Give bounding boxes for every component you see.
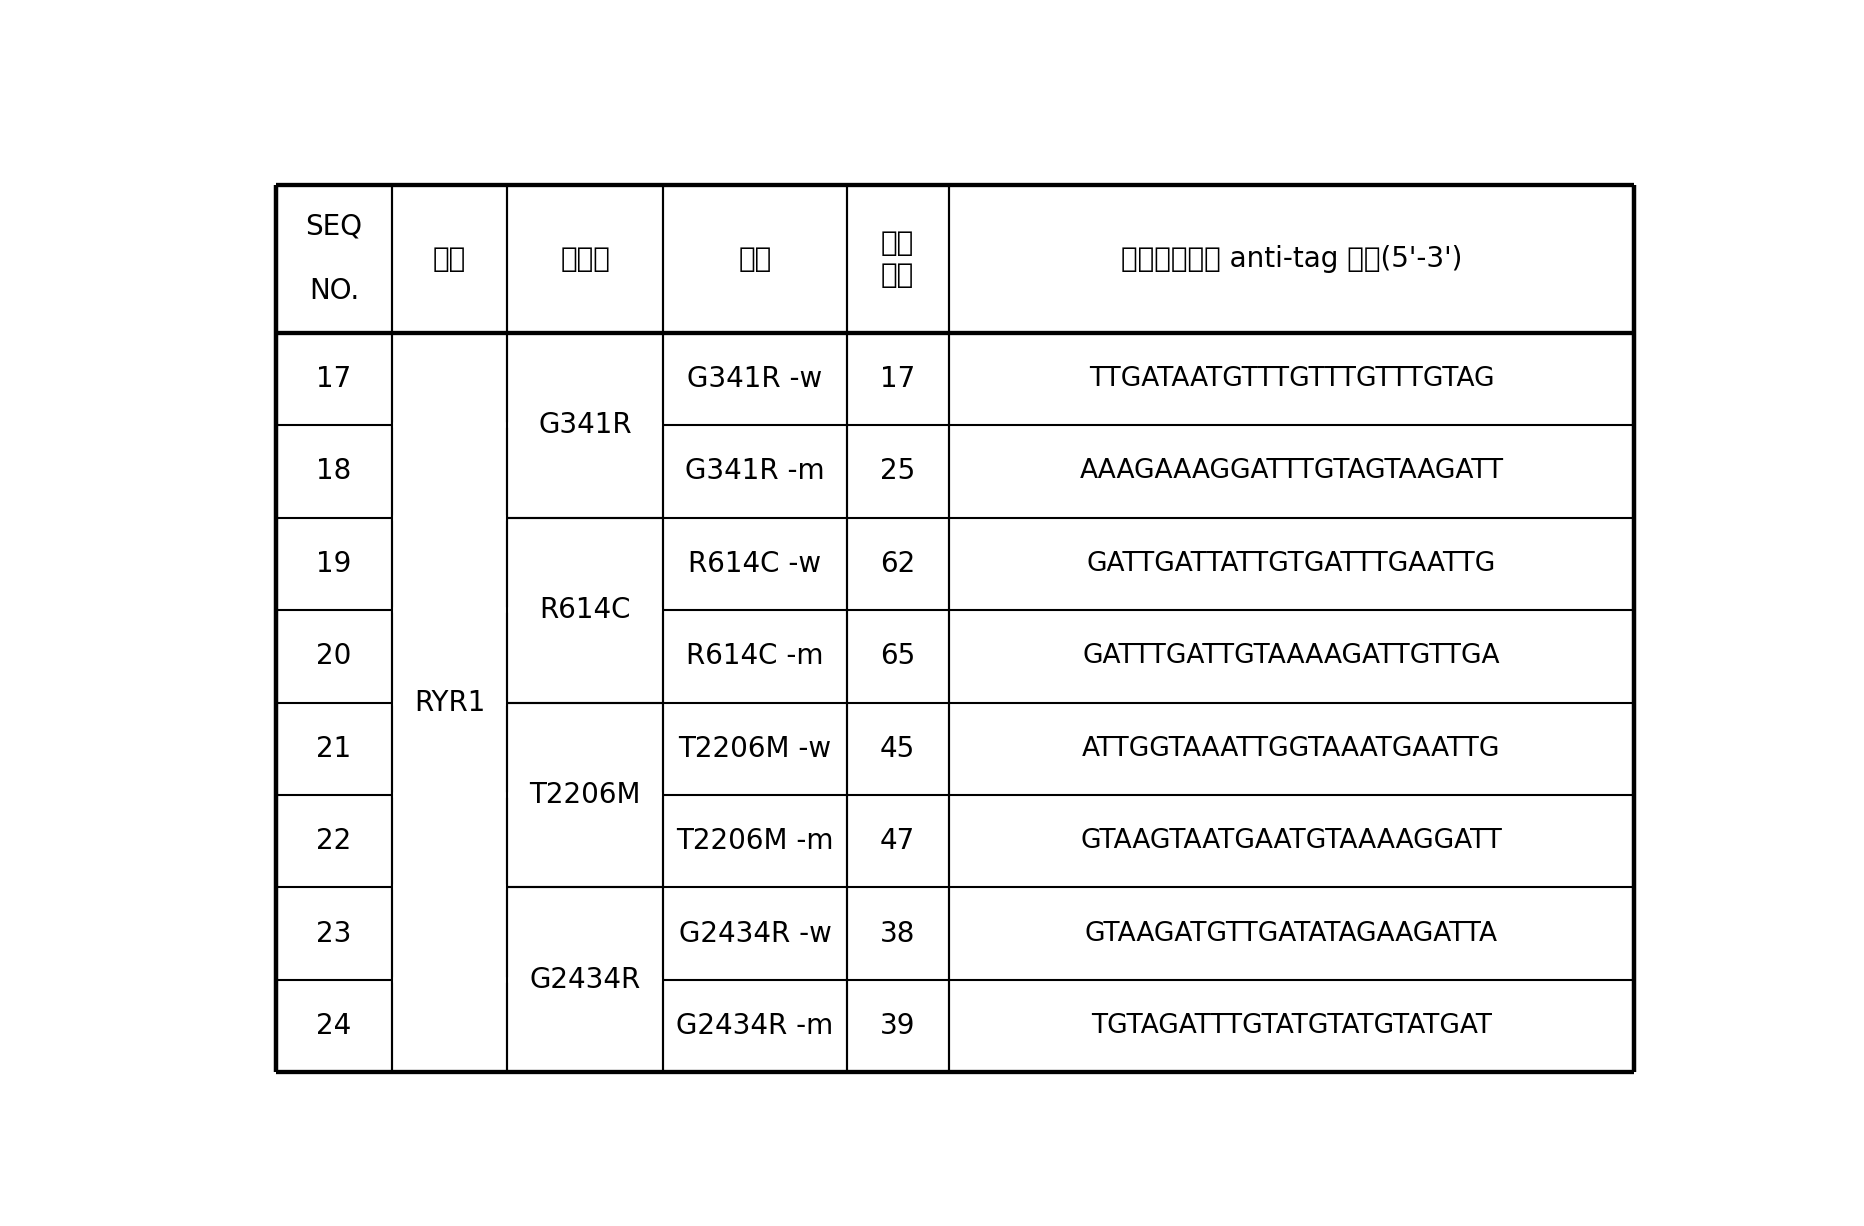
Text: R614C -m: R614C -m [686, 642, 824, 671]
Text: 39: 39 [880, 1011, 915, 1040]
Text: 47: 47 [880, 828, 915, 856]
Text: 21: 21 [317, 734, 352, 763]
Text: AAAGAAAGGATTTGTAGTAAGATT: AAAGAAAGGATTTGTAGTAAGATT [1079, 459, 1504, 484]
Text: 微球上对应的 anti-tag 序列(5'-3'): 微球上对应的 anti-tag 序列(5'-3') [1120, 245, 1461, 273]
Text: R614C -w: R614C -w [688, 550, 822, 577]
Text: 23: 23 [317, 920, 352, 948]
Text: SEQ

NO.: SEQ NO. [306, 212, 363, 305]
Text: ATTGGTAAATTGGTAAATGAATTG: ATTGGTAAATTGGTAAATGAATTG [1083, 736, 1501, 761]
Text: 微球
编号: 微球 编号 [882, 228, 913, 289]
Text: R614C: R614C [539, 596, 632, 624]
Text: GATTTGATTGTAAAAGATTGTTGA: GATTTGATTGTAAAAGATTGTTGA [1083, 644, 1501, 669]
Text: G341R -w: G341R -w [688, 365, 822, 394]
Text: G2434R: G2434R [529, 966, 641, 994]
Text: 基因: 基因 [432, 245, 466, 273]
Text: TGTAGATTTGTATGTATGTATGAT: TGTAGATTTGTATGTATGTATGAT [1090, 1013, 1491, 1040]
Text: GTAAGATGTTGATATAGAAGATTA: GTAAGATGTTGATATAGAAGATTA [1085, 921, 1499, 946]
Text: G2434R -w: G2434R -w [678, 920, 831, 948]
Text: 类型: 类型 [738, 245, 772, 273]
Text: 45: 45 [880, 734, 915, 763]
Text: 基因型: 基因型 [561, 245, 610, 273]
Text: TTGATAATGTTTGTTTGTTTGTAG: TTGATAATGTTTGTTTGTTTGTAG [1089, 367, 1495, 392]
Text: 24: 24 [317, 1011, 352, 1040]
Text: 17: 17 [317, 365, 352, 394]
Text: 19: 19 [317, 550, 352, 577]
Text: 25: 25 [880, 457, 915, 485]
Text: 17: 17 [880, 365, 915, 394]
Text: 20: 20 [317, 642, 352, 671]
Text: GATTGATTATTGTGATTTGAATTG: GATTGATTATTGTGATTTGAATTG [1087, 550, 1497, 577]
Text: T2206M -m: T2206M -m [677, 828, 833, 856]
Text: T2206M: T2206M [529, 781, 641, 809]
Text: GTAAGTAATGAATGTAAAAGGATT: GTAAGTAATGAATGTAAAAGGATT [1081, 829, 1502, 855]
Text: T2206M -w: T2206M -w [678, 734, 831, 763]
Text: 22: 22 [317, 828, 352, 856]
Text: G341R: G341R [539, 411, 632, 439]
Text: RYR1: RYR1 [414, 689, 485, 716]
Text: 62: 62 [880, 550, 915, 577]
Text: G341R -m: G341R -m [686, 457, 824, 485]
Text: 38: 38 [880, 920, 915, 948]
Text: G2434R -m: G2434R -m [677, 1011, 833, 1040]
Text: 18: 18 [317, 457, 352, 485]
Text: 65: 65 [880, 642, 915, 671]
